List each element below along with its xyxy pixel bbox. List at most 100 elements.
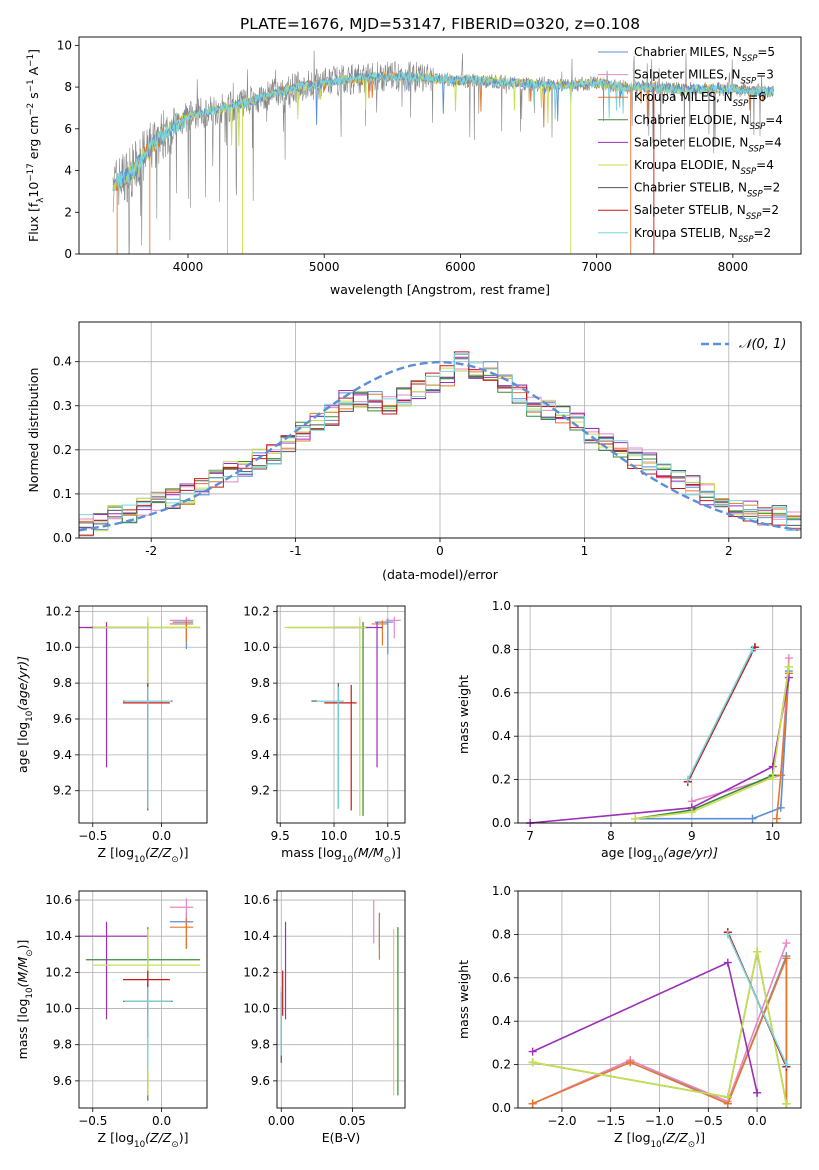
axes-mass_vs_ebv: 0.00 0.05 9.6 9.8 10.0 10.2 10.4 10.6 xyxy=(243,891,405,1128)
weight-marker-kroupa_elodie xyxy=(528,1058,537,1067)
x-tick-label: 5000 xyxy=(309,260,340,274)
y-tick-label: 1.0 xyxy=(492,884,511,898)
weight-marker-salpeter_miles xyxy=(784,654,793,663)
y-tick-label: 9.6 xyxy=(251,1074,270,1088)
y-tick-label: 9.8 xyxy=(251,1038,270,1052)
legend: Chabrier MILES, NSSP=5 Salpeter MILES, NS… xyxy=(598,45,783,245)
model-spectrum-chabrier_miles xyxy=(112,71,774,191)
x-tick-label: 2 xyxy=(725,544,733,558)
axes-residuals: -2 -1 0 1 2 0.0 0.1 0.2 0.3 0.4 xyxy=(53,322,801,558)
axes-frame xyxy=(517,890,802,1109)
y-tick-label: 9.6 xyxy=(53,1074,72,1088)
x-tick-label: -2 xyxy=(145,544,157,558)
weight-marker-salpeter_elodie xyxy=(723,958,732,967)
y-tick-label: 0.2 xyxy=(492,773,511,787)
y-tick-label: 0.3 xyxy=(53,399,72,413)
axes-spectrum: 4000 5000 6000 7000 8000 0 2 4 6 8 10 xyxy=(57,38,748,274)
y-tick-label: 10.0 xyxy=(45,1002,72,1016)
histogram-group xyxy=(79,351,801,538)
x-tick-label: 6000 xyxy=(445,260,476,274)
x-axis-label-spectrum: wavelength [Angstrom, rest frame] xyxy=(330,282,550,297)
y-tick-label: 0.4 xyxy=(53,355,72,369)
x-tick-label: 0.00 xyxy=(268,1114,295,1128)
legend-label-kroupa_stelib: Kroupa STELIB, NSSP=2 xyxy=(634,226,771,245)
x-axis-label-mass_vs_Z: Z [log10(Z/Z⊙)] xyxy=(98,1130,189,1150)
y-tick-label: 0.8 xyxy=(492,642,511,656)
y-tick-label: 9.8 xyxy=(53,1038,72,1052)
series-weight_vs_age xyxy=(526,643,793,827)
x-axis-label-mass_vs_ebv: E(B-V) xyxy=(322,1130,361,1145)
weight-marker-kroupa_miles xyxy=(528,1099,537,1108)
x-tick-label: −0.5 xyxy=(78,829,107,843)
y-tick-label: 10.6 xyxy=(45,893,72,907)
x-tick-label: 0 xyxy=(436,544,444,558)
x-tick-label: −2.0 xyxy=(547,1114,576,1128)
weight-marker-kroupa_elodie xyxy=(768,773,777,782)
weight-line-salpeter_elodie xyxy=(532,961,758,1093)
x-tick-label: 8000 xyxy=(718,260,749,274)
y-tick-label: 0.8 xyxy=(492,927,511,941)
x-tick-label: −0.5 xyxy=(694,1114,723,1128)
weight-marker-kroupa_elodie xyxy=(723,1093,732,1102)
x-tick-label: −1.5 xyxy=(596,1114,625,1128)
y-tick-label: 0.2 xyxy=(492,1058,511,1072)
x-tick-label: 7000 xyxy=(581,260,612,274)
y-axis-label-age_vs_Z: age [log10(age/yr)] xyxy=(15,656,35,773)
y-tick-label: 9.2 xyxy=(251,784,270,798)
axes-weight_vs_age: 7 8 9 10 0.0 0.2 0.4 0.6 0.8 1.0 xyxy=(492,599,801,843)
y-axis-label-spectrum: Flux [fλ10−17 erg cm−2 s−1 A−1] xyxy=(26,49,46,242)
y-tick-label: 8 xyxy=(64,80,72,94)
spectrum-group xyxy=(112,50,774,254)
x-tick-label: 9.5 xyxy=(271,829,290,843)
weight-marker-chabrier_miles xyxy=(748,814,757,823)
x-axis-label-weight_vs_age: age [log10(age/yr)] xyxy=(601,845,718,865)
axes-frame xyxy=(78,605,208,824)
x-tick-label: 10.5 xyxy=(374,829,401,843)
y-tick-label: 0.0 xyxy=(492,1101,511,1115)
y-tick-label: 0 xyxy=(64,247,72,261)
legend-label-salpeter_stelib: Salpeter STELIB, NSSP=2 xyxy=(634,203,779,222)
y-tick-label: 0.0 xyxy=(492,816,511,830)
y-tick-label: 9.8 xyxy=(251,676,270,690)
legend-label-chabrier_stelib: Chabrier STELIB, NSSP=2 xyxy=(634,181,780,200)
weight-marker-kroupa_stelib xyxy=(748,645,757,654)
y-tick-label: 4 xyxy=(64,164,72,178)
x-tick-label: 0.0 xyxy=(748,1114,767,1128)
weight-marker-kroupa_miles xyxy=(782,954,791,963)
x-tick-label: 1 xyxy=(581,544,589,558)
y-tick-label: 10.4 xyxy=(45,929,72,943)
weight-marker-salpeter_elodie xyxy=(784,673,793,682)
gaussian-legend-label: 𝒩(0, 1) xyxy=(739,337,786,352)
y-axis-label-weight_vs_age: mass weight xyxy=(456,675,471,754)
x-axis-label-age_vs_mass: mass [log10(M/M⊙)] xyxy=(281,845,401,865)
axes-frame xyxy=(78,890,208,1109)
weight-line-kroupa_elodie xyxy=(635,666,790,820)
y-tick-label: 10.4 xyxy=(243,929,270,943)
x-tick-label: -1 xyxy=(290,544,302,558)
y-tick-label: 1.0 xyxy=(492,599,511,613)
y-tick-label: 10.2 xyxy=(243,604,270,618)
y-axis-label-weight_vs_Z: mass weight xyxy=(456,960,471,1039)
axes-frame xyxy=(78,321,802,539)
points-mass_vs_Z xyxy=(79,898,201,1101)
axes-age_vs_Z: −0.5 0.0 9.2 9.4 9.6 9.8 10.0 10.2 xyxy=(45,604,207,843)
weight-marker-kroupa_elodie xyxy=(753,947,762,956)
x-tick-label: 0.0 xyxy=(152,829,171,843)
axes-frame xyxy=(276,605,406,824)
y-tick-label: 9.6 xyxy=(251,712,270,726)
y-tick-label: 10.2 xyxy=(243,965,270,979)
weight-line-salpeter_miles xyxy=(532,942,788,1105)
y-tick-label: 10.2 xyxy=(45,604,72,618)
weight-line-salpeter_stelib xyxy=(687,646,756,783)
weight-marker-kroupa_elodie xyxy=(687,808,696,817)
axes-frame xyxy=(276,890,406,1109)
weight-line-kroupa_stelib xyxy=(727,934,788,1065)
axes-frame xyxy=(78,36,802,255)
legend-label-kroupa_elodie: Kroupa ELODIE, NSSP=4 xyxy=(634,158,774,177)
x-tick-label: −1.0 xyxy=(645,1114,674,1128)
y-tick-label: 9.2 xyxy=(53,784,72,798)
axes-frame xyxy=(517,605,802,824)
weight-marker-salpeter_elodie xyxy=(768,762,777,771)
